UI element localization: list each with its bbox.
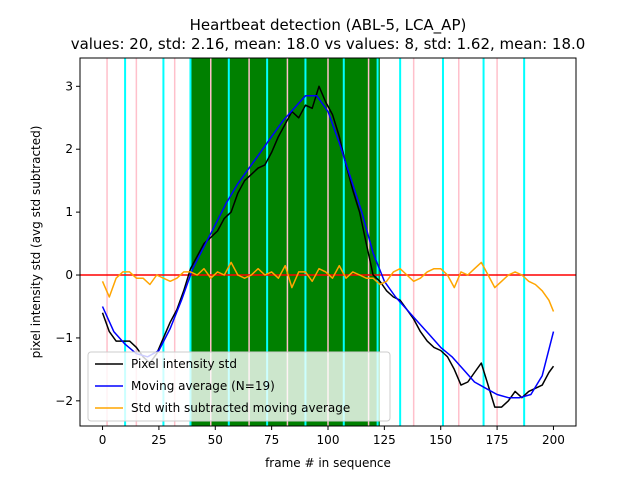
x-tick-label: 75 [264, 433, 279, 447]
legend-box [87, 351, 391, 422]
x-tick-label: 150 [429, 433, 452, 447]
x-tick-label: 0 [99, 433, 107, 447]
chart-title-line1: Heartbeat detection (ABL-5, LCA_AP) [190, 16, 467, 35]
x-tick-label: 175 [486, 433, 509, 447]
series-line-std [101, 85, 555, 408]
x-axis-label: frame # in sequence [265, 456, 391, 470]
legend-label-moving-average: Moving average (N=19) [131, 379, 275, 393]
x-tick-label: 100 [317, 433, 340, 447]
axis-ticks: 0 25 50 75 100 125 150 175 200 −2 −1 0 1 2 3 [55, 79, 565, 447]
x-tick-label: 125 [373, 433, 396, 447]
legend-label-residual: Std with subtracted moving average [131, 401, 350, 415]
x-tick-label: 25 [151, 433, 166, 447]
legend: Pixel intensity std Moving average (N=19… [87, 351, 391, 422]
x-tick-label: 50 [208, 433, 223, 447]
series-line-residual [101, 261, 555, 312]
x-tick-label: 200 [542, 433, 565, 447]
series-line-moving-average [101, 94, 555, 399]
y-tick-label: 1 [65, 205, 73, 219]
legend-label-std: Pixel intensity std [131, 357, 237, 371]
y-tick-label: 0 [65, 268, 73, 282]
chart-title-line2: values: 20, std: 2.16, mean: 18.0 vs val… [71, 35, 586, 53]
y-tick-label: −2 [55, 394, 73, 408]
y-tick-label: 2 [65, 142, 73, 156]
y-axis-label: pixel intensity std (avg std subtracted) [29, 126, 43, 359]
y-tick-label: 3 [65, 79, 73, 93]
y-tick-label: −1 [55, 331, 73, 345]
